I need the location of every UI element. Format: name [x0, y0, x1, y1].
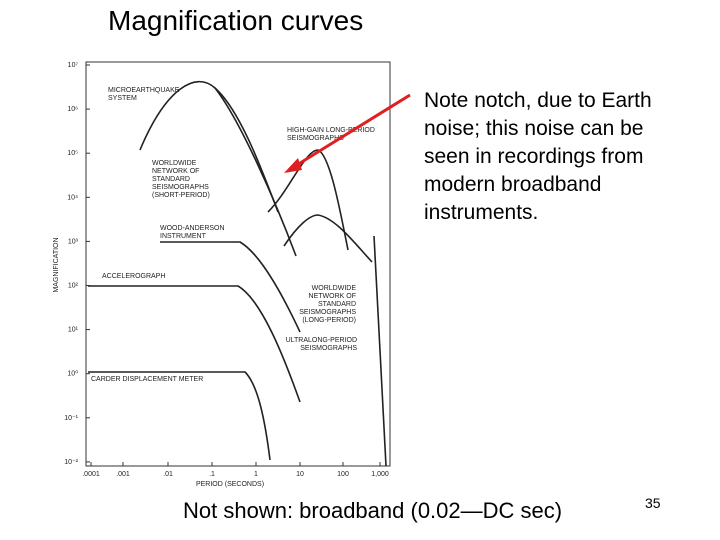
x-tick-label: .1 — [209, 471, 215, 478]
y-tick-label: 10⁶ — [67, 106, 78, 113]
x-tick-label: 100 — [337, 471, 349, 478]
note-line: modern broadband — [424, 173, 601, 196]
curve-label: INSTRUMENT — [160, 233, 207, 240]
y-tick-label: 10⁻² — [64, 459, 78, 466]
x-tick-label: 10 — [296, 471, 304, 478]
curve-label: NETWORK OF — [152, 168, 199, 175]
note-line: seen in recordings from — [424, 145, 643, 168]
page-number: 35 — [645, 495, 661, 511]
curve — [214, 87, 297, 257]
y-tick-label: 10² — [68, 283, 79, 290]
curve-label: HIGH-GAIN LONG-PERIOD — [287, 127, 375, 134]
curve-label: ACCELEROGRAPH — [102, 273, 165, 280]
curve-label: NETWORK OF — [309, 293, 356, 300]
curve-label: SEISMOGRAPHS — [299, 309, 356, 316]
curve-label: (LONG-PERIOD) — [302, 317, 356, 324]
curve-label: STANDARD — [152, 176, 190, 183]
curve-label: SEISMOGRAPHS — [300, 345, 357, 352]
curve-label: ULTRALONG-PERIOD — [286, 337, 357, 344]
x-tick-label: .01 — [163, 471, 173, 478]
arrow — [291, 93, 411, 170]
note-line: noise; this noise can be — [424, 117, 643, 140]
curve — [283, 214, 373, 263]
curve — [88, 371, 271, 461]
curve-label: SEISMOGRAPHS — [287, 135, 344, 142]
x-tick-label: 1 — [254, 471, 258, 478]
x-tick-label: .001 — [116, 471, 130, 478]
y-axis-label: MAGNIFICATION — [53, 237, 60, 292]
curve-label: WORLDWIDE — [312, 285, 357, 292]
y-tick-label: 10⁴ — [67, 194, 78, 201]
curve — [160, 241, 301, 333]
curve-label: STANDARD — [318, 301, 356, 308]
curve — [373, 235, 387, 467]
curve-label: WOOD-ANDERSON — [160, 225, 225, 232]
curve-label: SEISMOGRAPHS — [152, 184, 209, 191]
curve — [88, 285, 301, 403]
curve — [267, 149, 349, 251]
y-tick-label: 10⁵ — [67, 150, 78, 157]
curve-label: (SHORT-PERIOD) — [152, 192, 210, 199]
y-tick-label: 10³ — [68, 238, 79, 245]
y-tick-label: 10¹ — [68, 327, 79, 334]
note-line: Note notch, due to Earth — [424, 89, 652, 112]
footer-note: Not shown: broadband (0.02—DC sec) — [183, 498, 562, 523]
y-tick-label: 10⁻¹ — [64, 415, 78, 422]
curve-label: SYSTEM — [108, 95, 137, 102]
arrow-head — [284, 158, 302, 173]
x-tick-label: 1,000 — [371, 471, 389, 478]
x-axis-label: PERIOD (SECONDS) — [196, 481, 264, 488]
figure-frame — [85, 61, 391, 467]
note-line: instruments. — [424, 201, 538, 224]
y-tick-label: 10⁷ — [68, 62, 79, 69]
curve-label: MICROEARTHQUAKE — [108, 87, 180, 94]
figure: 10⁷ 10⁶ 10⁵ 10⁴ 10³ 10² 10¹ 10⁰ 10⁻¹ 10⁻² .0001 .00… — [53, 61, 391, 488]
slide-title: Magnification curves — [108, 5, 363, 36]
curve-label: WORLDWIDE — [152, 160, 197, 167]
curve-label: CARDER DISPLACEMENT METER — [91, 376, 203, 383]
y-tick-label: 10⁰ — [67, 370, 78, 378]
curves — [88, 80, 387, 467]
x-tick-label: .0001 — [82, 471, 100, 478]
